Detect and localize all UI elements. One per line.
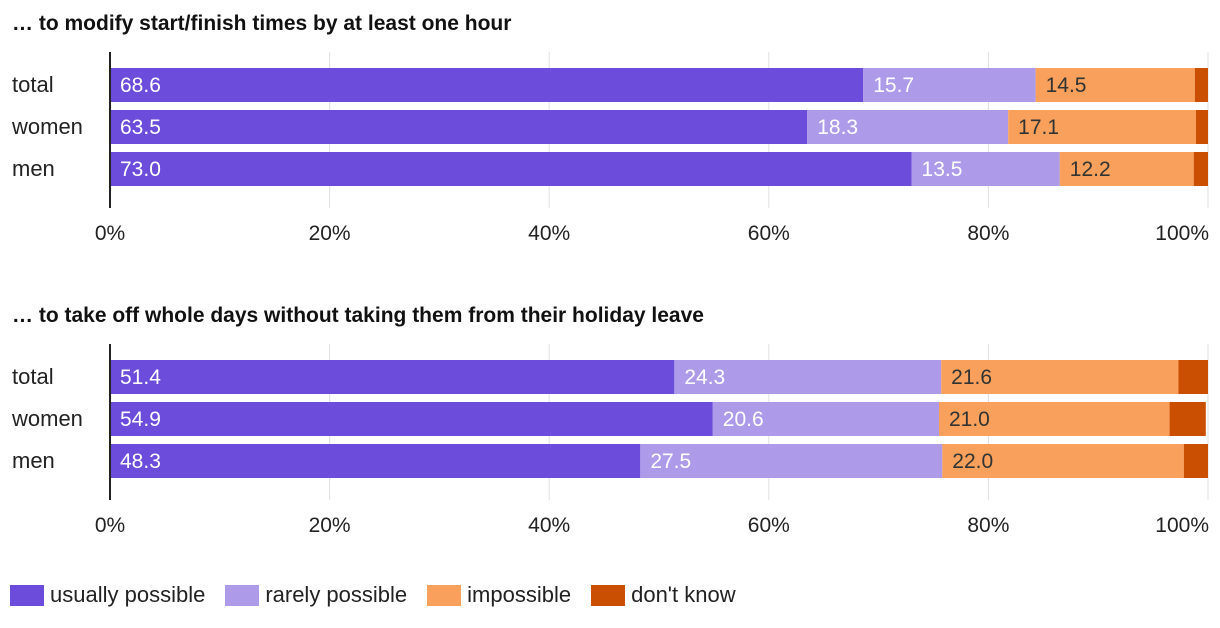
bar-women-usually-possible xyxy=(110,402,713,436)
legend-label-usually-possible: usually possible xyxy=(50,582,206,607)
value-label-total-impossible: 21.6 xyxy=(951,366,992,389)
x-tick-label-100: 100% xyxy=(1155,514,1209,537)
x-tick-label-20: 20% xyxy=(309,222,351,245)
legend-label-rarely-possible: rarely possible xyxy=(265,582,408,607)
bar-women-don-t-know xyxy=(1195,110,1208,144)
x-tick-label-60: 60% xyxy=(748,222,790,245)
value-label-men-usually-possible: 73.0 xyxy=(120,158,161,181)
x-tick-label-60: 60% xyxy=(748,514,790,537)
bar-total-rarely-possible xyxy=(863,68,1036,102)
value-label-men-rarely-possible: 27.5 xyxy=(650,450,691,473)
x-tick-label-0: 0% xyxy=(95,222,125,245)
value-label-women-usually-possible: 54.9 xyxy=(120,408,161,431)
value-label-women-rarely-possible: 18.3 xyxy=(817,116,858,139)
bar-men-impossible xyxy=(1059,152,1194,186)
value-label-women-impossible: 21.0 xyxy=(949,408,990,431)
stacked-bar-chart-whole-days-off: 0% 20% 40% 60% 80% 100% total 51.4 24.3 21.6 women… xyxy=(11,344,1209,537)
legend-item-rarely-possible: rarely possible xyxy=(225,582,407,608)
value-label-total-rarely-possible: 24.3 xyxy=(684,366,725,389)
chart-title-start-finish-times: … to modify start/finish times by at lea… xyxy=(12,12,512,35)
chart-legend: usually possible rarely possible impossi… xyxy=(10,580,756,610)
legend-item-usually-possible: usually possible xyxy=(10,582,205,608)
category-label-women: women xyxy=(11,114,83,139)
legend-label-dont-know: don't know xyxy=(631,582,736,607)
value-label-total-usually-possible: 68.6 xyxy=(120,74,161,97)
value-label-total-impossible: 14.5 xyxy=(1046,74,1087,97)
category-label-men: men xyxy=(12,156,55,181)
bar-women-usually-possible xyxy=(110,110,808,144)
bar-total-rarely-possible xyxy=(674,360,942,394)
legend-item-impossible: impossible xyxy=(427,582,571,608)
value-label-women-rarely-possible: 20.6 xyxy=(723,408,764,431)
legend-swatch-rarely-possible xyxy=(225,584,260,606)
bar-total-impossible xyxy=(941,360,1179,394)
bar-men-impossible xyxy=(942,444,1184,478)
x-tick-label-100: 100% xyxy=(1155,222,1209,245)
value-label-total-rarely-possible: 15.7 xyxy=(873,74,914,97)
bar-women-rarely-possible xyxy=(807,110,1009,144)
bar-women-impossible xyxy=(938,402,1170,436)
value-label-men-usually-possible: 48.3 xyxy=(120,450,161,473)
x-tick-label-40: 40% xyxy=(528,222,570,245)
bar-total-don-t-know xyxy=(1178,360,1208,394)
bar-total-don-t-know xyxy=(1194,68,1208,102)
x-tick-label-80: 80% xyxy=(967,222,1009,245)
bar-women-rarely-possible xyxy=(712,402,939,436)
x-tick-label-0: 0% xyxy=(95,514,125,537)
legend-swatch-dont-know xyxy=(591,584,626,606)
category-label-men: men xyxy=(12,448,55,473)
bar-men-don-t-know xyxy=(1183,444,1208,478)
value-label-total-usually-possible: 51.4 xyxy=(120,366,161,389)
bar-total-impossible xyxy=(1035,68,1195,102)
value-label-men-rarely-possible: 13.5 xyxy=(922,158,963,181)
legend-swatch-usually-possible xyxy=(10,584,44,606)
value-label-men-impossible: 22.0 xyxy=(952,450,993,473)
bar-men-don-t-know xyxy=(1193,152,1208,186)
bar-women-don-t-know xyxy=(1169,402,1206,436)
x-tick-label-40: 40% xyxy=(528,514,570,537)
bar-women-impossible xyxy=(1008,110,1196,144)
x-tick-label-20: 20% xyxy=(309,514,351,537)
chart-title-whole-days-off: … to take off whole days without taking … xyxy=(12,304,704,327)
bar-men-rarely-possible xyxy=(640,444,943,478)
value-label-women-usually-possible: 63.5 xyxy=(120,116,161,139)
bar-men-rarely-possible xyxy=(911,152,1060,186)
stacked-bar-chart-start-finish-times: 0% 20% 40% 60% 80% 100% total 68.6 15.7 14.5 women… xyxy=(11,52,1209,245)
value-label-men-impossible: 12.2 xyxy=(1070,158,1111,181)
legend-swatch-impossible xyxy=(427,584,462,606)
bar-total-usually-possible xyxy=(110,68,864,102)
category-label-total: total xyxy=(12,72,54,97)
x-tick-label-80: 80% xyxy=(967,514,1009,537)
bar-men-usually-possible xyxy=(110,444,641,478)
value-label-women-impossible: 17.1 xyxy=(1018,116,1059,139)
bar-men-usually-possible xyxy=(110,152,912,186)
legend-item-dont-know: don't know xyxy=(591,582,736,608)
legend-label-impossible: impossible xyxy=(467,582,572,607)
category-label-women: women xyxy=(11,406,83,431)
category-label-total: total xyxy=(12,364,54,389)
bar-total-usually-possible xyxy=(110,360,675,394)
